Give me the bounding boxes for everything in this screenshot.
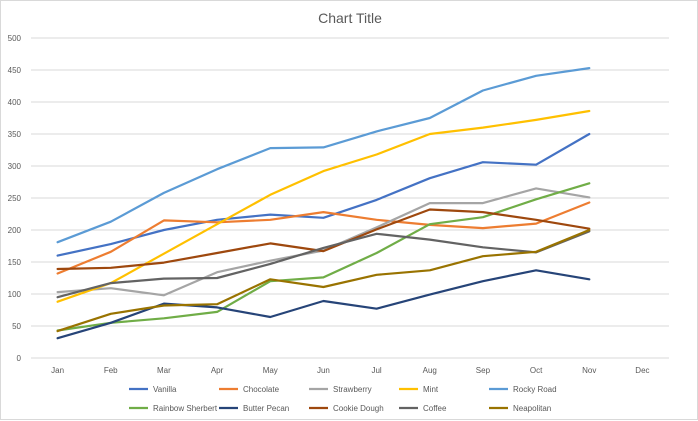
y-axis-tick-labels: 0 50 100 150 200 250 300 350 400 450 500 bbox=[8, 34, 22, 363]
legend-label: Cookie Dough bbox=[333, 404, 384, 413]
series-line-rocky-road bbox=[56, 66, 591, 244]
x-tick-label: Jan bbox=[51, 366, 64, 375]
y-tick-label: 200 bbox=[8, 226, 22, 235]
series-line-cookie-dough bbox=[56, 208, 591, 271]
series-line-coffee bbox=[56, 230, 591, 299]
legend: Vanilla Chocolate Strawberry Mint Rocky Road… bbox=[129, 385, 557, 413]
legend-item-chocolate: Chocolate bbox=[219, 385, 280, 394]
x-tick-label: Sep bbox=[476, 366, 491, 375]
chart-title: Chart Title bbox=[318, 10, 382, 26]
x-tick-label: Mar bbox=[157, 366, 171, 375]
x-tick-label: Feb bbox=[104, 366, 118, 375]
x-tick-label: Jun bbox=[317, 366, 330, 375]
y-tick-label: 350 bbox=[8, 130, 22, 139]
legend-item-coffee: Coffee bbox=[399, 404, 447, 413]
series-line-butter-pecan bbox=[56, 269, 591, 340]
series-line-neapolitan bbox=[56, 228, 591, 333]
legend-label: Vanilla bbox=[153, 385, 177, 394]
y-tick-label: 50 bbox=[12, 322, 21, 331]
series-line-chocolate bbox=[56, 201, 591, 275]
legend-label: Rocky Road bbox=[513, 385, 557, 394]
legend-item-rocky-road: Rocky Road bbox=[489, 385, 557, 394]
legend-item-neapolitan: Neapolitan bbox=[489, 404, 551, 413]
x-tick-label: Aug bbox=[423, 366, 437, 375]
series-line-rainbow-sherbert bbox=[56, 182, 591, 332]
legend-item-mint: Mint bbox=[399, 385, 439, 394]
y-tick-label: 150 bbox=[8, 258, 22, 267]
x-tick-label: Jul bbox=[371, 366, 381, 375]
legend-label: Neapolitan bbox=[513, 404, 551, 413]
x-tick-label: Nov bbox=[582, 366, 596, 375]
y-tick-label: 250 bbox=[8, 194, 22, 203]
legend-item-cookie-dough: Cookie Dough bbox=[309, 404, 384, 413]
y-tick-label: 100 bbox=[8, 290, 22, 299]
legend-item-strawberry: Strawberry bbox=[309, 385, 372, 394]
x-axis-tick-labels: Jan Feb Mar Apr May Jun Jul Aug Sep Oct Nov Dec bbox=[51, 366, 649, 375]
gridlines bbox=[31, 37, 669, 359]
legend-item-vanilla: Vanilla bbox=[129, 385, 177, 394]
y-tick-label: 400 bbox=[8, 98, 22, 107]
legend-label: Coffee bbox=[423, 404, 447, 413]
legend-label: Mint bbox=[423, 385, 439, 394]
legend-label: Rainbow Sherbert bbox=[153, 404, 218, 413]
series-line-vanilla bbox=[56, 132, 591, 257]
legend-label: Strawberry bbox=[333, 385, 372, 394]
legend-item-rainbow-sherbert: Rainbow Sherbert bbox=[129, 404, 218, 413]
series-lines bbox=[56, 66, 591, 340]
y-tick-label: 0 bbox=[17, 354, 22, 363]
legend-item-butter-pecan: Butter Pecan bbox=[219, 404, 289, 413]
x-tick-label: Dec bbox=[635, 366, 649, 375]
legend-label: Chocolate bbox=[243, 385, 280, 394]
x-tick-label: Apr bbox=[211, 366, 224, 375]
series-line-strawberry bbox=[56, 187, 591, 297]
y-tick-label: 300 bbox=[8, 162, 22, 171]
legend-label: Butter Pecan bbox=[243, 404, 289, 413]
x-tick-label: Oct bbox=[530, 366, 543, 375]
x-tick-label: May bbox=[263, 366, 278, 375]
y-tick-label: 500 bbox=[8, 34, 22, 43]
y-tick-label: 450 bbox=[8, 66, 22, 75]
